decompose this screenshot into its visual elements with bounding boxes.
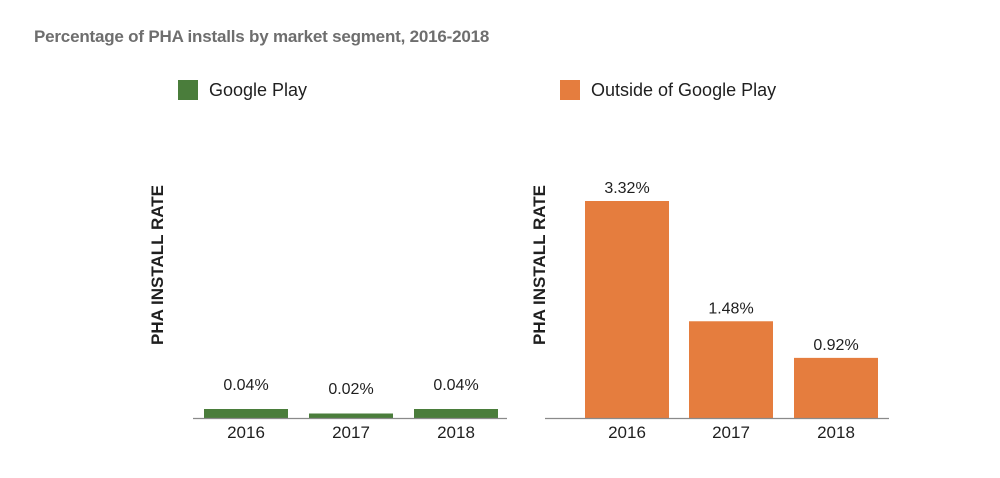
legend-swatch-google-play xyxy=(178,80,198,100)
x-tick-label-outside-google-play-2018: 2018 xyxy=(817,423,855,442)
legend-item-outside-google-play: Outside of Google Play xyxy=(560,79,776,101)
value-label-google-play-2016: 0.04% xyxy=(223,377,268,394)
x-tick-label-google-play-2017: 2017 xyxy=(332,423,370,442)
bar-outside-google-play-2018 xyxy=(794,357,878,418)
y-axis-label-google-play: PHA INSTALL RATE xyxy=(148,185,167,345)
x-tick-label-outside-google-play-2017: 2017 xyxy=(712,423,750,442)
bar-google-play-2016 xyxy=(204,409,288,418)
value-label-google-play-2017: 0.02% xyxy=(328,381,373,398)
legend-item-google-play: Google Play xyxy=(178,79,307,101)
bar-google-play-2017 xyxy=(309,413,393,418)
value-label-google-play-2018: 0.04% xyxy=(433,377,478,394)
value-label-outside-google-play-2016: 3.32% xyxy=(604,180,649,197)
y-axis-label-outside-google-play: PHA INSTALL RATE xyxy=(530,185,549,345)
chart-title: Percentage of PHA installs by market seg… xyxy=(34,27,490,46)
bar-outside-google-play-2017 xyxy=(689,321,773,418)
x-tick-label-outside-google-play-2016: 2016 xyxy=(608,423,646,442)
x-tick-label-google-play-2016: 2016 xyxy=(227,423,265,442)
bar-outside-google-play-2016 xyxy=(585,201,669,418)
x-tick-label-google-play-2018: 2018 xyxy=(437,423,475,442)
bar-google-play-2018 xyxy=(414,409,498,418)
legend-label-outside-google-play: Outside of Google Play xyxy=(591,79,777,100)
legend-label-google-play: Google Play xyxy=(209,79,308,100)
value-label-outside-google-play-2018: 0.92% xyxy=(813,337,858,354)
legend-swatch-outside-google-play xyxy=(560,80,580,100)
value-label-outside-google-play-2017: 1.48% xyxy=(708,300,753,317)
